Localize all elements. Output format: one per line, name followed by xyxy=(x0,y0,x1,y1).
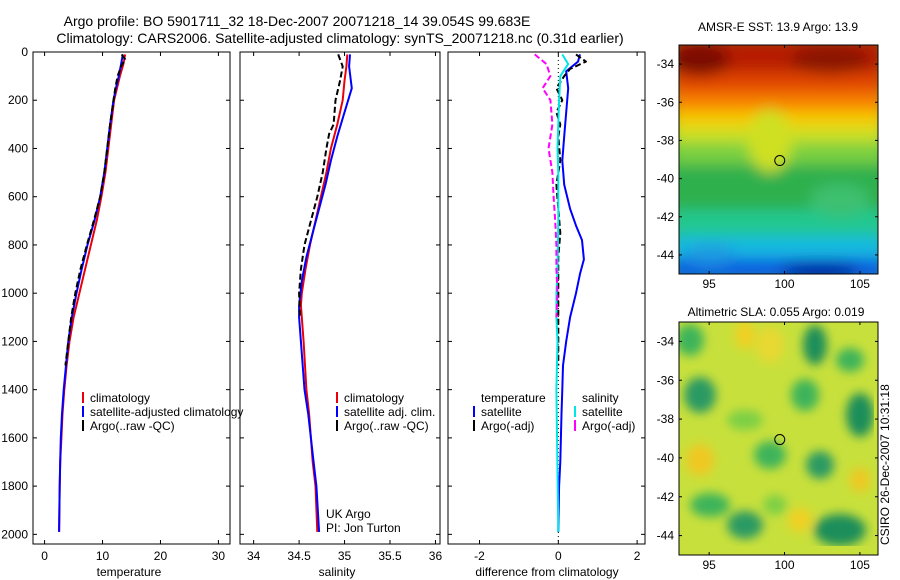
x-tick-label: 35 xyxy=(338,549,352,563)
annotation-line-1: UK Argo xyxy=(326,507,371,521)
latitude-tick-label: -34 xyxy=(657,334,675,348)
x-tick-label: 30 xyxy=(212,549,226,563)
latitude-tick-label: -36 xyxy=(657,95,675,109)
side-credit-label: CSIRO 26-Dec-2007 10:31:18 xyxy=(878,384,892,545)
legend-label-satellite: satellite adj. clim. xyxy=(344,405,435,419)
latitude-tick-label: -44 xyxy=(657,529,675,543)
sst-map-title: AMSR-E SST: 13.9 Argo: 13.9 xyxy=(698,20,858,34)
title-line-2: Climatology: CARS2006. Satellite-adjuste… xyxy=(56,30,623,46)
depth-tick-label: 0 xyxy=(21,45,28,59)
legend-label-sal-argo: Argo(-adj) xyxy=(582,419,635,433)
longitude-tick-label: 100 xyxy=(775,277,795,291)
temperature-climatology-line xyxy=(58,54,127,532)
longitude-tick-label: 105 xyxy=(850,277,870,291)
title-line-1: Argo profile: BO 5901711_32 18-Dec-2007 … xyxy=(64,13,531,29)
temperature-argo-line xyxy=(64,53,127,366)
x-tick-label: 35.5 xyxy=(378,549,402,563)
latitude-tick-label: -44 xyxy=(657,248,675,262)
x-tick-label: 0 xyxy=(555,549,562,563)
depth-tick-label: 400 xyxy=(8,141,28,155)
latitude-tick-label: -40 xyxy=(657,172,675,186)
legend-title-temperature: temperature xyxy=(481,391,546,405)
longitude-tick-label: 95 xyxy=(702,558,716,572)
legend-label-climatology: climatology xyxy=(344,391,404,405)
depth-tick-label: 1800 xyxy=(1,479,28,493)
latitude-tick-label: -40 xyxy=(657,451,675,465)
salinity-satellite-line xyxy=(298,54,353,532)
legend-label-argo: Argo(..raw -QC) xyxy=(344,419,429,433)
x-tick-label: 34 xyxy=(247,549,261,563)
difference-axis-label: difference from climatology xyxy=(475,565,618,579)
legend-label-sal-satellite: satellite xyxy=(582,405,623,419)
depth-tick-label: 600 xyxy=(8,190,28,204)
sla-map-frame xyxy=(678,321,879,556)
x-tick-label: 20 xyxy=(154,549,168,563)
salinity-axis-label: salinity xyxy=(319,565,356,579)
longitude-tick-label: 105 xyxy=(850,558,870,572)
temperature-plot-frame xyxy=(32,51,231,545)
temperature-legend: climatology satellite-adjusted climatolo… xyxy=(82,391,243,433)
sla-argo-marker xyxy=(774,434,786,446)
salinity-plot-frame xyxy=(239,51,441,545)
temperature-satellite-diff-line xyxy=(557,54,585,532)
sst-heatmap xyxy=(679,45,878,274)
depth-tick-label: 1200 xyxy=(1,334,28,348)
sla-heatmap xyxy=(679,322,878,555)
legend-label-temp-argo: Argo(-adj) xyxy=(481,419,534,433)
depth-tick-label: 1000 xyxy=(1,286,28,300)
salinity-argo-diff-line xyxy=(534,53,559,318)
x-tick-label: 2 xyxy=(634,549,641,563)
x-tick-label: -2 xyxy=(474,549,485,563)
salinity-argo-line xyxy=(298,54,344,318)
x-tick-label: 10 xyxy=(96,549,110,563)
depth-tick-label: 200 xyxy=(8,93,28,107)
legend-label-satellite: satellite-adjusted climatology xyxy=(90,405,243,419)
salinity-satellite-diff-line xyxy=(555,53,570,532)
longitude-tick-label: 95 xyxy=(702,277,716,291)
difference-legend: temperature satellite Argo(-adj) salinit… xyxy=(473,391,635,433)
sla-map-title: Altimetric SLA: 0.055 Argo: 0.019 xyxy=(688,305,865,319)
legend-label-argo: Argo(..raw -QC) xyxy=(90,419,175,433)
latitude-tick-label: -38 xyxy=(657,133,675,147)
annotation-line-2: PI: Jon Turton xyxy=(326,521,401,535)
x-tick-label: 36 xyxy=(429,549,443,563)
legend-label-temp-satellite: satellite xyxy=(481,405,522,419)
depth-tick-label: 1600 xyxy=(1,431,28,445)
x-tick-label: 0 xyxy=(41,549,48,563)
difference-plot-frame xyxy=(447,51,646,545)
depth-tick-label: 800 xyxy=(8,238,28,252)
salinity-legend: climatology satellite adj. clim. Argo(..… xyxy=(336,391,435,433)
sst-map-frame xyxy=(678,44,879,275)
latitude-tick-label: -38 xyxy=(657,412,675,426)
temperature-axis-label: temperature xyxy=(97,565,162,579)
x-tick-label: 34.5 xyxy=(287,549,311,563)
legend-title-salinity: salinity xyxy=(582,391,619,405)
temperature-satellite-line xyxy=(58,54,124,532)
sst-argo-marker xyxy=(774,155,786,167)
latitude-tick-label: -42 xyxy=(657,490,675,504)
depth-tick-label: 1400 xyxy=(1,383,28,397)
depth-tick-label: 2000 xyxy=(1,527,28,541)
latitude-tick-label: -42 xyxy=(657,210,675,224)
latitude-tick-label: -36 xyxy=(657,373,675,387)
longitude-tick-label: 100 xyxy=(775,558,795,572)
legend-label-climatology: climatology xyxy=(90,391,150,405)
latitude-tick-label: -34 xyxy=(657,57,675,71)
